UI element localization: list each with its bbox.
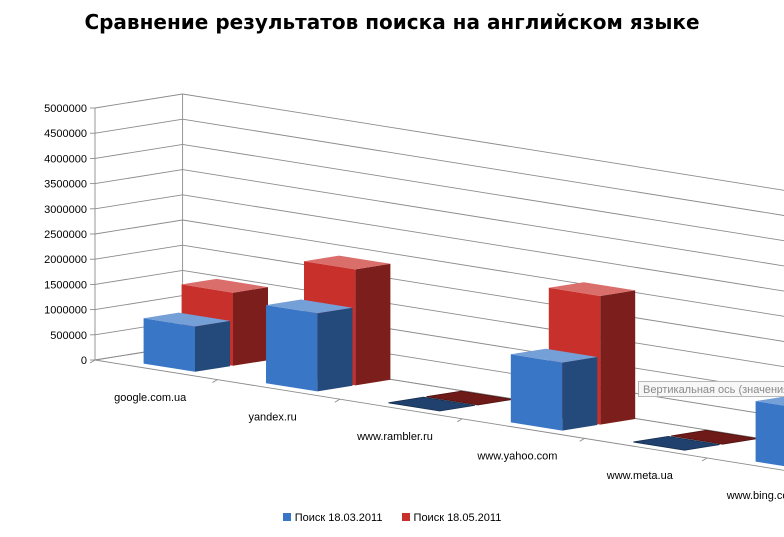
x-tick-mark: [89, 359, 96, 364]
legend-swatch-series-1: [282, 513, 291, 521]
x-tick-label: www.bing.com: [726, 490, 784, 502]
gridline: [94, 169, 784, 267]
bar-top-series-1: [755, 396, 784, 406]
y-tick-label: 3000000: [44, 204, 87, 216]
x-tick-label: www.meta.ua: [606, 470, 674, 482]
bar-series-1: [755, 401, 784, 467]
bar-series-1: [510, 354, 563, 431]
y-tick-label: 0: [81, 355, 87, 367]
x-tick-mark: [334, 398, 341, 403]
legend-item-series-1: Поиск 18.03.2011: [282, 512, 383, 524]
x-tick-label: www.yahoo.com: [476, 451, 557, 463]
y-tick-label: 1500000: [44, 279, 87, 291]
chart-title: Сравнение результатов поиска на английск…: [84, 10, 700, 34]
bar-top-series-1: [143, 312, 231, 327]
bar-top-series-1: [510, 348, 598, 363]
bar-side-series-1: [195, 320, 231, 372]
axis-tooltip: Вертикальная ось (значения): [638, 381, 784, 397]
x-tick-label: google.com.ua: [114, 392, 187, 404]
x-tick-label: yandex.ru: [248, 411, 296, 423]
bar-side-series-1: [317, 307, 353, 392]
legend: Поиск 18.03.2011 Поиск 18.05.2011: [0, 512, 784, 524]
bar-top-series-2: [181, 278, 268, 293]
gridline: [94, 93, 784, 191]
y-tick-label: 1000000: [44, 305, 87, 317]
legend-swatch-series-2: [401, 513, 410, 521]
y-tick-label: 5000000: [44, 103, 87, 115]
bar-series-1: [143, 318, 195, 372]
y-tick-label: 2000000: [44, 254, 87, 266]
y-tick-label: 3500000: [44, 179, 87, 191]
legend-item-series-2: Поиск 18.05.2011: [401, 512, 502, 524]
x-tick-mark: [701, 457, 708, 462]
bar-series-1: [388, 396, 475, 412]
x-tick-mark: [579, 438, 585, 442]
bar-side-series-2: [233, 287, 268, 366]
gridline: [94, 118, 784, 216]
bar-top-series-2: [548, 282, 636, 296]
bar-side-series-1: [562, 357, 598, 431]
bar-series-1: [266, 305, 318, 392]
bar-top-series-1: [266, 299, 353, 314]
y-tick-label: 500000: [50, 330, 87, 342]
bar-top-series-2: [304, 255, 391, 270]
gridline: [94, 143, 784, 242]
legend-label-series-1: Поиск 18.03.2011: [294, 512, 383, 524]
bar-series-1: [633, 435, 720, 451]
y-tick-label: 2500000: [44, 229, 87, 241]
x-tick-mark: [212, 379, 218, 383]
legend-label-series-2: Поиск 18.05.2011: [413, 512, 502, 524]
y-tick-label: 4500000: [44, 128, 87, 140]
bar-side-series-2: [600, 290, 636, 425]
x-tick-mark: [456, 418, 463, 423]
bar-side-series-2: [355, 263, 391, 386]
y-tick-label: 4000000: [44, 153, 87, 165]
x-tick-label: www.rambler.ru: [356, 431, 433, 443]
